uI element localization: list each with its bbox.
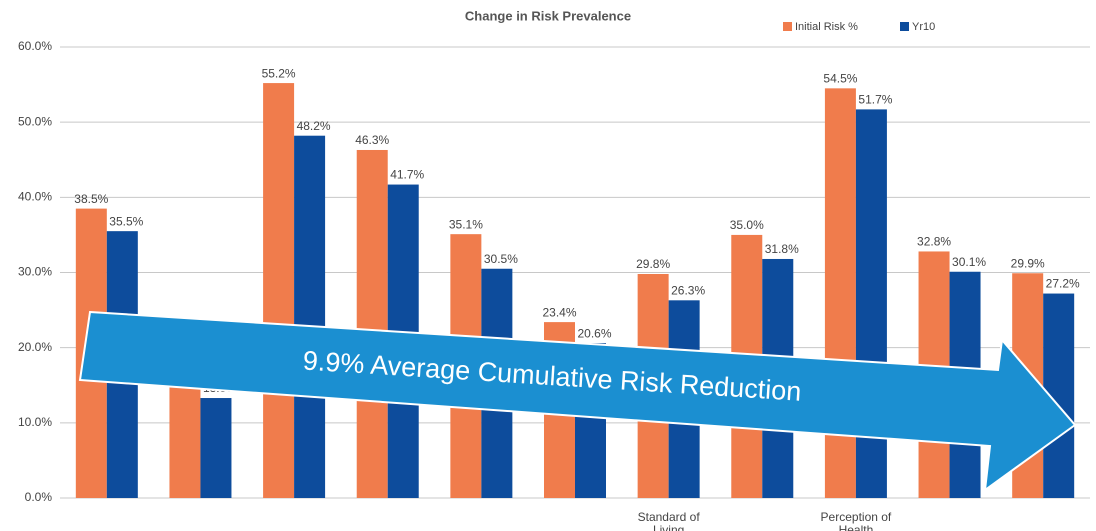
legend-swatch	[783, 22, 792, 31]
y-tick-label: 10.0%	[18, 415, 52, 429]
data-label: 30.5%	[484, 252, 518, 266]
y-tick-label: 0.0%	[25, 490, 53, 504]
y-tick-label: 60.0%	[18, 39, 52, 53]
bar	[263, 83, 295, 498]
data-label: 35.0%	[730, 218, 764, 232]
data-label: 29.8%	[636, 257, 670, 271]
y-tick-label: 50.0%	[18, 114, 52, 128]
data-label: 55.2%	[262, 66, 296, 80]
y-tick-label: 30.0%	[18, 265, 52, 279]
data-label: 20.6%	[577, 326, 611, 340]
data-label: 26.3%	[671, 283, 705, 297]
legend-swatch	[900, 22, 909, 31]
data-label: 29.9%	[1011, 256, 1045, 270]
data-label: 38.5%	[74, 192, 108, 206]
data-label: 27.2%	[1046, 277, 1080, 291]
chart-title: Change in Risk Prevalence	[465, 8, 631, 23]
plot-area: 0.0% 10.0% 20.0% 30.0% 40.0% 50.0% 60.0% Initia…	[18, 21, 1090, 531]
data-label: 30.1%	[952, 255, 986, 269]
data-label: 51.7%	[858, 93, 892, 107]
x-tick-label: Perception of Health	[821, 510, 892, 531]
bar	[356, 149, 388, 498]
y-tick-label: 20.0%	[18, 340, 52, 354]
legend-label: Yr10	[912, 21, 935, 33]
bar	[294, 135, 326, 499]
bar	[169, 377, 201, 498]
data-label: 31.8%	[765, 242, 799, 256]
y-tick-label: 40.0%	[18, 190, 52, 204]
data-label: 35.5%	[109, 214, 143, 228]
legend-label: Initial Risk %	[795, 21, 858, 33]
bar	[855, 109, 887, 498]
data-label: 23.4%	[542, 305, 576, 319]
data-label: 48.2%	[297, 119, 331, 133]
annotation-layer: 9.9% Average Cumulative Risk Reduction	[78, 310, 1077, 493]
bar	[200, 398, 232, 498]
data-label: 41.7%	[390, 168, 424, 182]
data-label: 46.3%	[355, 133, 389, 147]
annotation-arrow	[78, 310, 1077, 493]
x-tick-label: Standard of Living	[638, 510, 701, 531]
data-label: 32.8%	[917, 235, 951, 249]
data-label: 54.5%	[823, 72, 857, 86]
data-label: 35.1%	[449, 217, 483, 231]
